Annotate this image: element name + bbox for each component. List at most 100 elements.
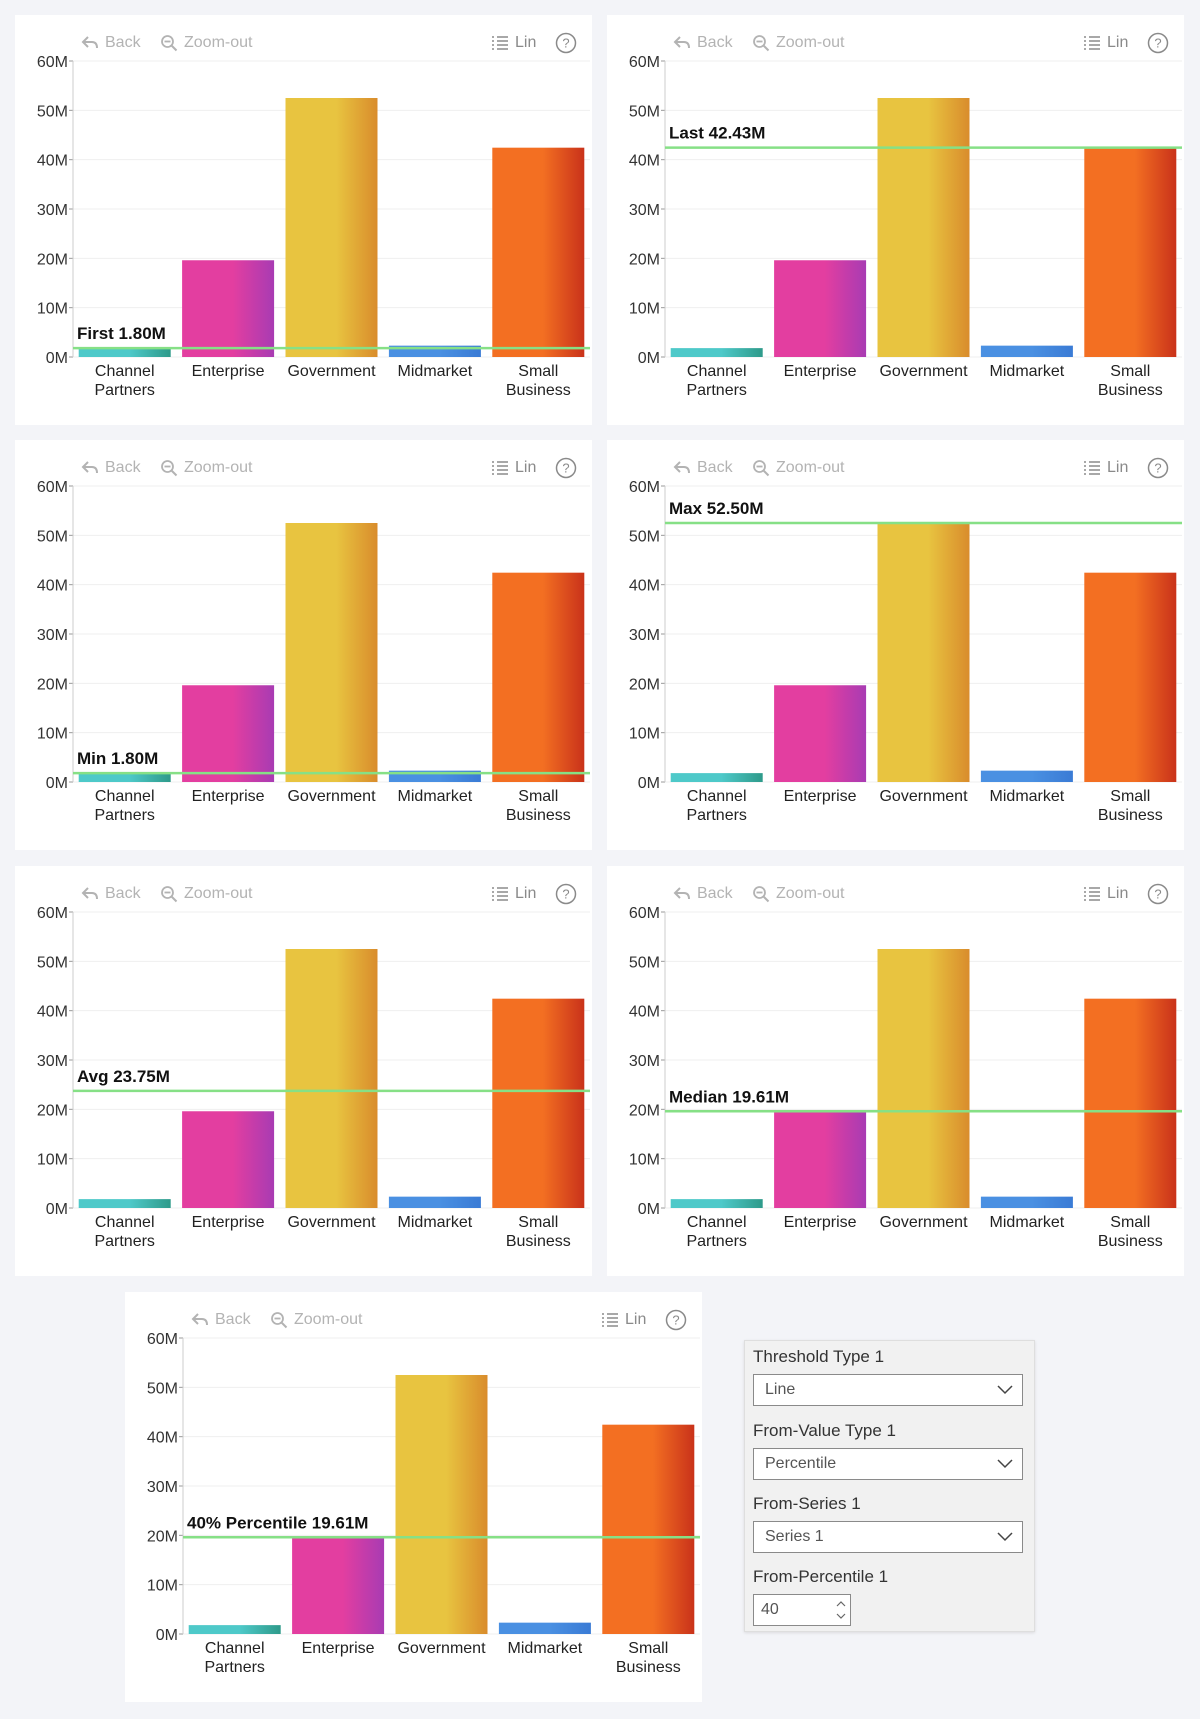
- bar[interactable]: [774, 260, 867, 357]
- y-tick-label: 10M: [37, 726, 68, 743]
- chevron-down-icon: [997, 1385, 1013, 1395]
- back-button[interactable]: Back: [673, 454, 733, 482]
- y-tick-label: 60M: [37, 54, 68, 71]
- back-button[interactable]: Back: [673, 29, 733, 57]
- spinner-arrows-icon[interactable]: [835, 1598, 847, 1622]
- bar[interactable]: [877, 949, 970, 1208]
- chart-card: Back Zoom-out Lin? 0M 10M 20M 30M 40M 50M 60M Chan…: [125, 1292, 702, 1702]
- bar[interactable]: [182, 260, 275, 357]
- bar[interactable]: [388, 770, 481, 782]
- bar[interactable]: [492, 998, 585, 1208]
- bar[interactable]: [285, 523, 378, 782]
- scale-toggle-button[interactable]: Lin: [491, 880, 536, 908]
- scale-toggle-button[interactable]: Lin: [601, 1306, 646, 1334]
- bar[interactable]: [980, 345, 1073, 357]
- y-tick-label: 0M: [638, 350, 660, 367]
- help-button[interactable]: ?: [1147, 29, 1169, 57]
- bar[interactable]: [602, 1424, 695, 1634]
- y-tick-label: 60M: [629, 54, 660, 71]
- threshold-label: First 1.80M: [77, 324, 166, 343]
- zoom-out-label: Zoom-out: [184, 34, 253, 51]
- help-button[interactable]: ?: [555, 29, 577, 57]
- bar[interactable]: [78, 348, 171, 357]
- x-tick-label: Channel: [95, 1214, 155, 1231]
- x-tick-label: Small: [518, 1214, 558, 1231]
- back-button[interactable]: Back: [81, 454, 141, 482]
- help-button[interactable]: ?: [555, 454, 577, 482]
- y-tick-label: 30M: [629, 202, 660, 219]
- x-tick-label: Business: [1098, 1233, 1163, 1250]
- bar[interactable]: [1084, 998, 1177, 1208]
- threshold-type-select[interactable]: Line: [753, 1374, 1023, 1406]
- back-button[interactable]: Back: [673, 880, 733, 908]
- zoom-out-button[interactable]: Zoom-out: [160, 880, 252, 908]
- x-tick-label: Government: [287, 363, 376, 380]
- y-tick-label: 20M: [147, 1528, 178, 1545]
- scale-label: Lin: [515, 34, 537, 51]
- zoom-out-button[interactable]: Zoom-out: [160, 29, 252, 57]
- zoom-out-button[interactable]: Zoom-out: [752, 880, 844, 908]
- bar[interactable]: [388, 345, 481, 357]
- x-tick-label: Midmarket: [990, 788, 1065, 805]
- y-tick-label: 30M: [629, 627, 660, 644]
- bar[interactable]: [774, 685, 867, 782]
- bar[interactable]: [670, 348, 763, 357]
- bar[interactable]: [980, 770, 1073, 782]
- bar[interactable]: [182, 1111, 275, 1208]
- bar[interactable]: [877, 523, 970, 782]
- x-tick-label: Enterprise: [192, 1214, 265, 1231]
- bar[interactable]: [388, 1196, 481, 1208]
- threshold-label: Last 42.43M: [669, 124, 765, 143]
- bar[interactable]: [285, 98, 378, 357]
- from-percentile-input[interactable]: 40: [753, 1594, 851, 1626]
- scale-label: Lin: [1107, 34, 1129, 51]
- bar[interactable]: [774, 1111, 867, 1208]
- x-tick-label: Business: [506, 1233, 571, 1250]
- help-button[interactable]: ?: [665, 1306, 687, 1334]
- list-icon: [1084, 887, 1100, 901]
- chart-toolbar: Back Zoom-out Lin?: [15, 29, 592, 57]
- help-button[interactable]: ?: [555, 880, 577, 908]
- help-button[interactable]: ?: [1147, 454, 1169, 482]
- scale-toggle-button[interactable]: Lin: [491, 454, 536, 482]
- bar[interactable]: [292, 1537, 385, 1634]
- bar[interactable]: [285, 949, 378, 1208]
- back-button[interactable]: Back: [81, 29, 141, 57]
- scale-toggle-button[interactable]: Lin: [1083, 880, 1128, 908]
- zoom-out-button[interactable]: Zoom-out: [270, 1306, 362, 1334]
- bar[interactable]: [980, 1196, 1073, 1208]
- x-tick-label: Enterprise: [302, 1640, 375, 1657]
- help-button[interactable]: ?: [1147, 880, 1169, 908]
- scale-toggle-button[interactable]: Lin: [1083, 29, 1128, 57]
- zoom-out-button[interactable]: Zoom-out: [160, 454, 252, 482]
- bar[interactable]: [670, 1199, 763, 1208]
- y-tick-label: 50M: [629, 103, 660, 120]
- y-tick-label: 60M: [629, 905, 660, 922]
- bar[interactable]: [492, 147, 585, 357]
- bar[interactable]: [877, 98, 970, 357]
- back-button[interactable]: Back: [191, 1306, 251, 1334]
- zoom-out-button[interactable]: Zoom-out: [752, 454, 844, 482]
- bar[interactable]: [182, 685, 275, 782]
- back-label: Back: [697, 885, 733, 902]
- bar[interactable]: [1084, 572, 1177, 782]
- bar[interactable]: [498, 1622, 591, 1634]
- x-tick-label: Partners: [94, 807, 154, 824]
- zoom-out-button[interactable]: Zoom-out: [752, 29, 844, 57]
- back-label: Back: [697, 34, 733, 51]
- bar[interactable]: [78, 773, 171, 782]
- bar[interactable]: [78, 1199, 171, 1208]
- back-button[interactable]: Back: [81, 880, 141, 908]
- bar[interactable]: [188, 1625, 281, 1634]
- x-tick-label: Small: [518, 788, 558, 805]
- from-series-select[interactable]: Series 1: [753, 1521, 1023, 1553]
- x-tick-label: Channel: [687, 363, 747, 380]
- bar[interactable]: [1084, 147, 1177, 357]
- bar[interactable]: [670, 773, 763, 782]
- chart-toolbar: Back Zoom-out Lin?: [607, 880, 1184, 908]
- scale-toggle-button[interactable]: Lin: [1083, 454, 1128, 482]
- scale-toggle-button[interactable]: Lin: [491, 29, 536, 57]
- bar[interactable]: [395, 1375, 488, 1634]
- bar[interactable]: [492, 572, 585, 782]
- from-value-type-select[interactable]: Percentile: [753, 1448, 1023, 1480]
